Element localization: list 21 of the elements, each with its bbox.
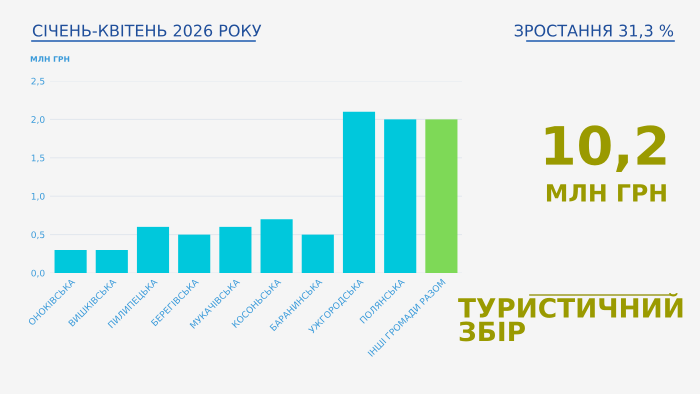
bar	[219, 226, 252, 273]
bar	[425, 119, 458, 273]
y-tick-label: 0,0	[31, 270, 45, 278]
bar	[136, 226, 170, 273]
chart-title: СІЧЕНЬ-КВІТЕНЬ 2026 РОКУ	[32, 24, 262, 37]
y-tick-label: 1,5	[32, 154, 44, 162]
bar	[260, 219, 293, 273]
y-tick-label: 1,0	[32, 192, 45, 201]
bar	[302, 234, 334, 273]
bar	[96, 250, 128, 273]
bar	[54, 250, 87, 273]
y-tick-label: 2,0	[31, 116, 45, 124]
text: МЛН ГРН	[546, 184, 666, 202]
bar	[342, 112, 376, 273]
text: ЗРОСТАННЯ 31,3 %	[514, 24, 674, 38]
y-tick-label: 2,5	[31, 78, 44, 86]
y-tick-label: 0,5	[31, 231, 44, 240]
bar	[178, 234, 210, 273]
bar	[384, 119, 416, 273]
text: 10,2	[546, 125, 666, 172]
text: ТУРИСТИЧНИЙ ЗБІР	[458, 293, 682, 342]
